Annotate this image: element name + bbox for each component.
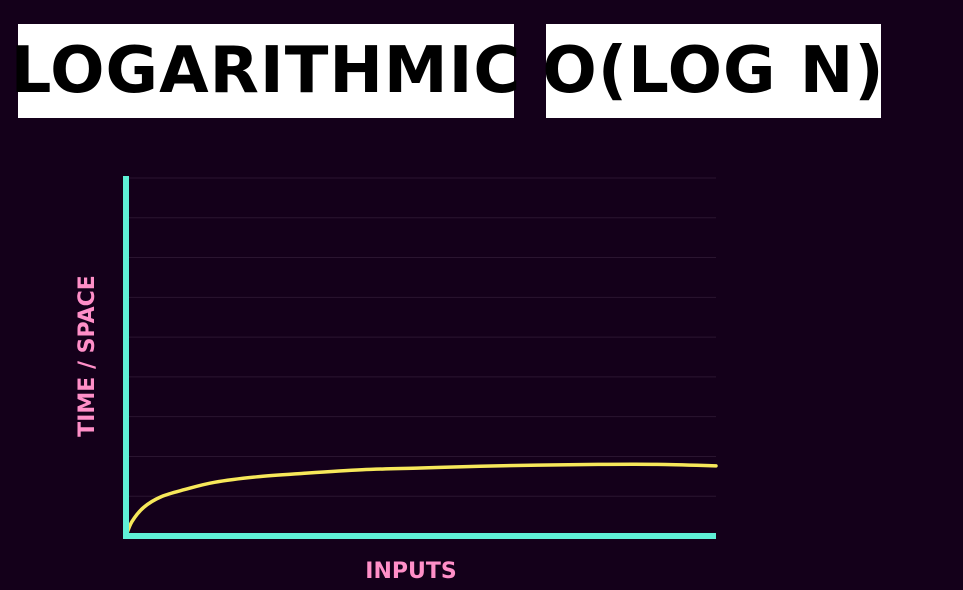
series-line — [124, 462, 718, 538]
title-logarithmic: LOGARITHMIC — [11, 24, 520, 118]
y-axis-label: TIME / SPACE — [75, 275, 100, 437]
grid-lines — [126, 177, 716, 497]
title-right-text: O(LOG N) — [542, 34, 885, 108]
title-left-text: LOGARITHMIC — [10, 34, 522, 108]
title-big-o: O(LOG N) — [542, 24, 884, 118]
x-axis-label: INPUTS — [365, 559, 456, 584]
